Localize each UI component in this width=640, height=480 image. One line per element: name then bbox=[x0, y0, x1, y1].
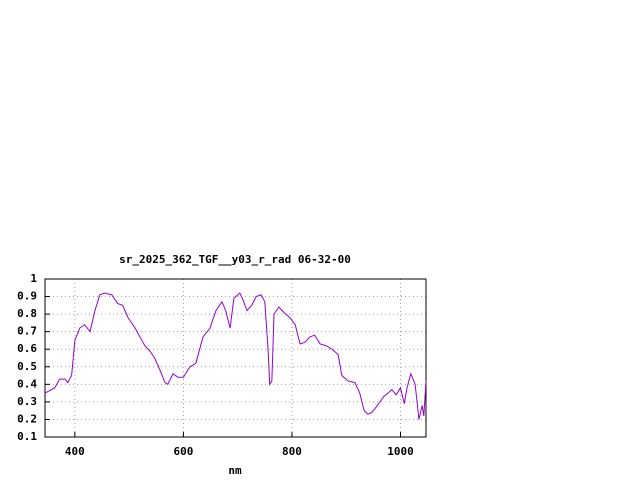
x-tick-label: 800 bbox=[282, 445, 302, 458]
x-tick-label: 1000 bbox=[387, 445, 414, 458]
y-tick-label: 0.7 bbox=[17, 325, 37, 338]
plot-frame bbox=[44, 278, 427, 438]
data-line bbox=[44, 292, 427, 420]
y-tick-label: 0.3 bbox=[17, 395, 37, 408]
y-tick-label: 0.8 bbox=[17, 307, 37, 320]
y-tick-label: 0.1 bbox=[17, 430, 37, 443]
y-tick-label: 1 bbox=[30, 272, 37, 285]
chart-title: sr_2025_362_TGF__y03_r_rad 06-32-00 bbox=[119, 253, 351, 266]
y-tick-label: 0.5 bbox=[17, 360, 37, 373]
y-tick-label: 0.4 bbox=[17, 377, 37, 390]
x-axis-label: nm bbox=[228, 464, 242, 477]
y-tick-label: 0.2 bbox=[17, 412, 37, 425]
x-tick-label: 600 bbox=[173, 445, 193, 458]
y-tick-label: 0.6 bbox=[17, 342, 37, 355]
y-tick-label: 0.9 bbox=[17, 290, 37, 303]
x-tick-label: 400 bbox=[65, 445, 85, 458]
